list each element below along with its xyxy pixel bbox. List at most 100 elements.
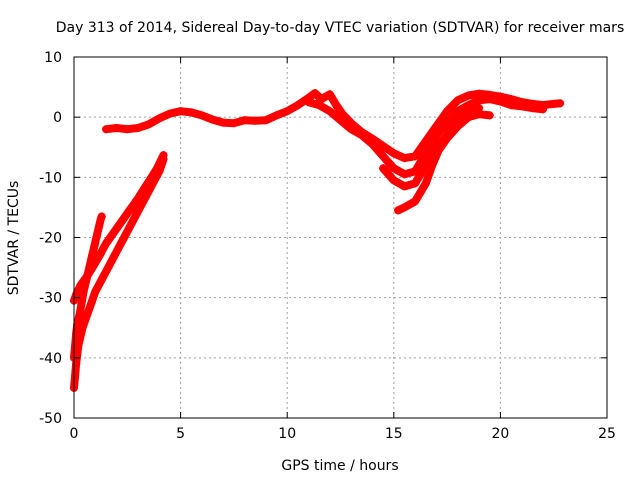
data-point	[95, 251, 104, 260]
series-line	[70, 212, 106, 362]
x-tick-label: 0	[70, 426, 79, 442]
data-point	[97, 275, 106, 284]
data-point	[116, 239, 125, 248]
y-tick-label: -40	[39, 351, 62, 367]
data-point	[208, 115, 217, 124]
data-point	[475, 110, 484, 119]
x-axis-title: GPS time / hours	[281, 458, 398, 474]
x-tick-label: 25	[598, 426, 616, 442]
x-tick-label: 10	[278, 426, 296, 442]
data-point	[219, 118, 228, 127]
data-point	[123, 125, 132, 134]
data-point	[155, 167, 164, 176]
y-tick-label: -50	[39, 411, 62, 427]
data-point	[82, 311, 91, 320]
tick-labels: 0 5 10 15 20 25 -50 -40 -30 -20 -10 0 10	[39, 50, 616, 442]
data-point	[112, 123, 121, 132]
data-point	[261, 116, 270, 125]
data-point	[75, 311, 84, 320]
data-point	[336, 116, 345, 125]
data-point	[72, 329, 81, 338]
data-point	[411, 152, 420, 161]
chart-title: Day 313 of 2014, Sidereal Day-to-day VTE…	[56, 20, 624, 36]
data-point	[485, 111, 494, 120]
data-point	[97, 212, 106, 221]
x-tick-label: 20	[491, 426, 509, 442]
data-point	[379, 142, 388, 151]
data-point	[464, 91, 473, 100]
data-point	[475, 96, 484, 105]
data-point	[400, 182, 409, 191]
data-point	[293, 101, 302, 110]
data-point	[464, 113, 473, 122]
data-point	[159, 155, 168, 164]
y-tick-label: -30	[39, 291, 62, 307]
data-point	[240, 116, 249, 125]
data-point	[272, 111, 281, 120]
data-point	[443, 119, 452, 128]
data-point	[85, 260, 94, 269]
series-track-g-late	[394, 110, 494, 215]
data-point	[229, 119, 238, 128]
data-point	[94, 224, 103, 233]
data-point	[114, 221, 123, 230]
data-point	[453, 107, 462, 116]
data-point	[142, 191, 151, 200]
data-point	[310, 89, 319, 98]
data-point	[110, 251, 119, 260]
data-point	[104, 263, 113, 272]
data-point	[71, 371, 80, 380]
data-point	[400, 170, 409, 179]
series-line	[379, 104, 484, 191]
data-point	[379, 164, 388, 173]
data-point	[443, 107, 452, 116]
data-point	[434, 146, 443, 155]
data-point	[133, 123, 142, 132]
data-point	[101, 125, 110, 134]
data-point	[394, 206, 403, 215]
x-tick-label: 15	[385, 426, 403, 442]
data-point	[304, 98, 313, 107]
data-point	[443, 134, 452, 143]
data-point	[101, 239, 110, 248]
data-point	[83, 269, 92, 278]
data-point	[325, 107, 334, 116]
data-point	[315, 101, 324, 110]
axis-ticks	[73, 56, 608, 419]
data-point	[411, 197, 420, 206]
data-point	[411, 179, 420, 188]
data-point	[123, 227, 132, 236]
data-point	[121, 212, 130, 221]
y-tick-label: -10	[39, 170, 62, 186]
data-point	[155, 114, 164, 123]
y-tick-label: 0	[53, 110, 62, 126]
data-point	[81, 278, 90, 287]
data-point	[556, 99, 565, 108]
data-point	[148, 179, 157, 188]
data-point	[283, 107, 292, 116]
data-point	[528, 104, 537, 113]
data-point	[251, 116, 260, 125]
data-point	[379, 152, 388, 161]
data-point	[92, 233, 101, 242]
data-point	[453, 96, 462, 105]
data-point	[71, 341, 80, 350]
data-point	[507, 101, 516, 110]
data-point	[421, 179, 430, 188]
data-point	[357, 131, 366, 140]
data-point	[389, 176, 398, 185]
data-point	[108, 230, 117, 239]
series-track-e-main-lower	[304, 95, 548, 179]
data-point	[136, 203, 145, 212]
data-point	[187, 108, 196, 117]
data-point	[332, 101, 341, 110]
data-point	[87, 299, 96, 308]
y-axis-title: SDTVAR / TECUs	[6, 181, 22, 296]
data-point	[79, 287, 88, 296]
series-line	[102, 89, 565, 163]
data-point	[77, 299, 86, 308]
data-point	[176, 107, 185, 116]
data-point	[453, 122, 462, 131]
data-point	[400, 203, 409, 212]
